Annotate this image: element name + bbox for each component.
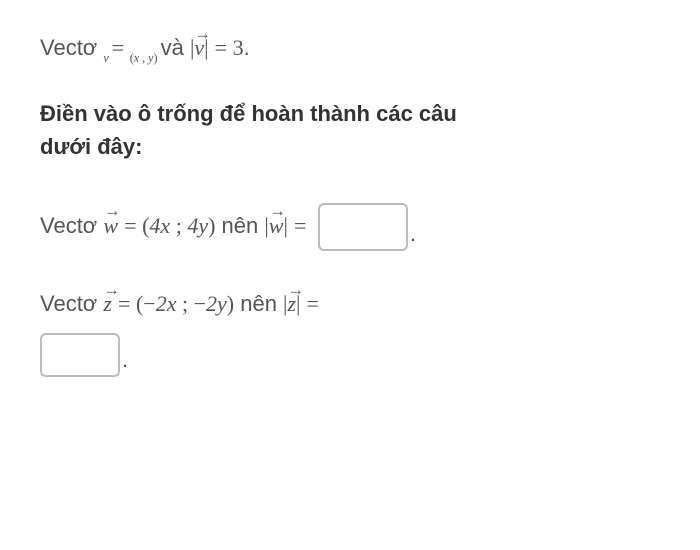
question-1: Vectơ →w = (4x ; 4y) nên |→w| = . [40,203,660,251]
intro-eq: = [112,35,130,60]
prompt-line1: Điền vào ô trống để hoàn thành các câu [40,97,660,130]
answer-input-1[interactable] [318,203,408,251]
prompt-text: Điền vào ô trống để hoàn thành các câu d… [40,97,660,163]
intro-line: Vectơ v = (x , y) và |→v| = 3. [40,30,660,67]
question-2: Vectơ →z = (−2x ; −2y) nên |→z| = . [40,286,660,377]
q1-eq2: = [294,213,312,238]
vec-arrow-icon: → [194,21,206,47]
q1-period: . [410,216,416,251]
intro-prefix: Vectơ [40,35,103,60]
vec-arrow-icon: → [103,198,120,224]
intro-and: và [161,35,190,60]
vec-w: →w [103,208,118,243]
vec-w-abs: →w [269,208,284,243]
q2-eq2: = [307,291,319,316]
q1-eq: = [124,213,142,238]
q1-coords: (4x ; 4y) [142,213,215,238]
q1-nen: nên [222,213,265,238]
vec-z-abs: →z [287,286,296,321]
vec-arrow-icon: → [269,198,286,224]
q2-eq: = [118,291,136,316]
vec-v: →v [194,30,204,65]
q1-prefix: Vectơ [40,213,103,238]
vec-z: →z [103,286,112,321]
intro-v-sub: v [103,51,111,65]
q2-prefix: Vectơ [40,291,103,316]
intro-result: = 3 [215,35,244,60]
intro-coords-sub: (x , y) [130,51,161,65]
answer-input-2[interactable] [40,333,120,377]
q2-period: . [122,342,128,377]
vec-arrow-icon: → [287,277,298,303]
q2-coords: (−2x ; −2y) [136,291,234,316]
prompt-line2: dưới đây: [40,130,660,163]
q2-nen: nên [240,291,283,316]
intro-period: . [244,35,250,60]
vec-arrow-icon: → [103,277,114,303]
